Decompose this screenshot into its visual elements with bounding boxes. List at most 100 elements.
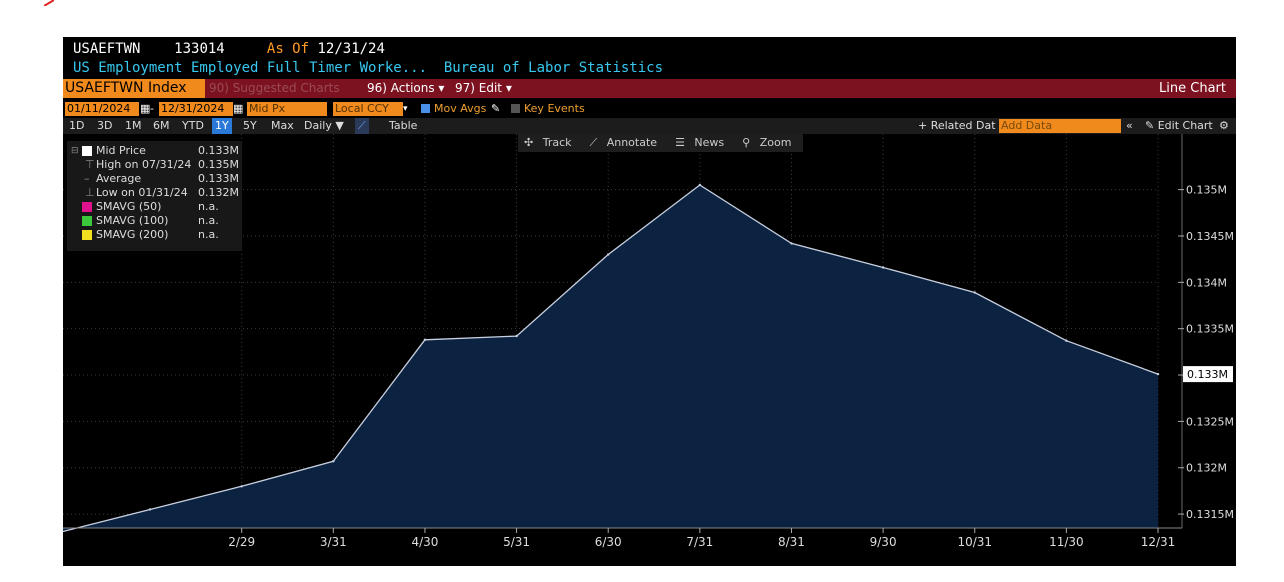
annotate-label: Annotate: [606, 136, 658, 149]
last-value-tag: [1183, 366, 1233, 383]
line-chart[interactable]: 0.1315M 0.132M 0.1325M 0.133M 0.1335M 0.134M 0…: [63, 134, 1236, 566]
date-range-row: 01/11/2024 ▦ - 12/31/2024 ▦ Mid Px Local…: [63, 101, 1236, 117]
calendar-icon[interactable]: ▦: [140, 102, 151, 115]
x-tick-label: 5/31: [503, 535, 530, 549]
start-date-field[interactable]: 01/11/2024: [65, 102, 139, 116]
legend-swatch: [82, 216, 92, 226]
legend-row[interactable]: – Average 0.133M: [67, 172, 242, 186]
legend-name: Mid Price: [96, 144, 146, 157]
news-button[interactable]: ☰ News: [669, 134, 736, 152]
security-description: US Employment Employed Full Timer Worke.…: [73, 60, 428, 76]
collapse-icon[interactable]: «: [1126, 119, 1133, 132]
tf-3d[interactable]: 3D: [97, 119, 113, 132]
table-button[interactable]: Table: [389, 119, 418, 132]
data-point: [148, 508, 152, 511]
news-label: News: [694, 136, 725, 149]
edit-chart-label: Edit Chart: [1157, 119, 1213, 132]
currency-select[interactable]: Local CCY: [333, 102, 403, 116]
calendar-icon[interactable]: ▦: [233, 102, 244, 115]
chart-toolbar: ✣ Track ⟋ Annotate ☰ News ⚲ Zoom: [518, 134, 804, 152]
gear-icon[interactable]: ⚙: [1219, 119, 1229, 132]
actions-label: 96) Actions: [367, 81, 435, 95]
y-tick-label: 0.1325M: [1186, 415, 1234, 428]
legend-row[interactable]: SMAVG (200) n.a.: [67, 228, 242, 242]
timeframe-bar: 1D 3D 1M 6M YTD 1Y 5Y Max Daily ▼ ⟋ Tabl…: [63, 118, 1236, 134]
zoom-button[interactable]: ⚲ Zoom: [736, 134, 803, 152]
edit-button[interactable]: 97) Edit ▾: [455, 81, 512, 95]
x-tick-label: 12/31: [1141, 535, 1176, 549]
last-value: 133014: [174, 41, 225, 57]
y-tick-label: 0.1335M: [1186, 323, 1234, 336]
tf-max[interactable]: Max: [271, 119, 294, 132]
data-point: [607, 253, 610, 256]
collapse-icon[interactable]: ⊟: [71, 146, 79, 156]
y-tick-label: 0.1315M: [1186, 508, 1234, 521]
edit-chart-button[interactable]: ✎ Edit Chart: [1145, 119, 1213, 132]
low-marker-icon: ⊥: [85, 186, 95, 199]
legend-name: SMAVG (50): [96, 200, 162, 213]
corner-mark-decoration: [44, 0, 54, 6]
periodicity-select[interactable]: Daily ▼: [304, 119, 344, 132]
related-data-button[interactable]: + Related Dat: [918, 119, 996, 132]
tf-ytd[interactable]: YTD: [182, 119, 204, 132]
legend-row[interactable]: ⊟ Mid Price 0.133M: [67, 144, 242, 158]
tf-6m[interactable]: 6M: [153, 119, 170, 132]
x-tick-label: 3/31: [320, 535, 347, 549]
chart-legend: ⊟ Mid Price 0.133M ⊤ High on 07/31/24 0.135M…: [67, 141, 242, 251]
chevron-down-icon[interactable]: ▾: [403, 104, 408, 114]
legend-name: SMAVG (200): [96, 228, 169, 241]
data-source: Bureau of Labor Statistics: [443, 60, 664, 76]
ticker-symbol: USAEFTWN: [73, 41, 141, 57]
legend-value: n.a.: [198, 200, 219, 213]
legend-row[interactable]: ⊥ Low on 01/31/24 0.132M: [67, 186, 242, 200]
legend-row[interactable]: SMAVG (50) n.a.: [67, 200, 242, 214]
legend-name: Average: [96, 172, 142, 185]
track-label: Track: [542, 136, 572, 149]
price-field-select[interactable]: Mid Px: [247, 102, 327, 116]
x-tick-label: 2/29: [228, 535, 255, 549]
annotate-button[interactable]: ⟋ Annotate: [584, 134, 670, 152]
data-point: [1065, 339, 1068, 342]
line-chart-icon[interactable]: ⟋: [355, 118, 369, 134]
actions-button[interactable]: 96) Actions ▾: [367, 81, 445, 95]
tf-5y[interactable]: 5Y: [243, 119, 257, 132]
data-point: [1156, 372, 1160, 376]
y-tick-label: 0.1345M: [1186, 230, 1234, 243]
tf-1d[interactable]: 1D: [69, 119, 85, 132]
legend-value: 0.133M: [198, 144, 239, 157]
suggested-charts-button[interactable]: 90) Suggested Charts: [209, 81, 340, 95]
add-data-input[interactable]: Add Data: [999, 119, 1121, 133]
terminal-window: USAEFTWN 133014 As Of 12/31/24 US Employ…: [63, 37, 1236, 566]
legend-value: n.a.: [198, 228, 219, 241]
legend-value: 0.132M: [198, 186, 239, 199]
track-button[interactable]: ✣ Track: [518, 134, 584, 152]
legend-swatch: [82, 202, 92, 212]
end-date-field[interactable]: 12/31/2024: [159, 102, 233, 116]
date-separator: -: [150, 102, 154, 115]
tf-1y[interactable]: 1Y: [212, 118, 232, 134]
mov-avgs-label: Mov Avgs: [434, 102, 487, 115]
data-point: [698, 183, 702, 187]
high-marker-icon: ⊤: [85, 158, 95, 171]
legend-value: 0.135M: [198, 158, 239, 171]
tf-1m[interactable]: 1M: [125, 119, 142, 132]
legend-swatch: [82, 230, 92, 240]
key-events-checkbox[interactable]: [511, 104, 520, 113]
command-bar: USAEFTWN Index 90) Suggested Charts 96) …: [63, 79, 1236, 98]
periodicity-label: Daily: [304, 119, 332, 132]
data-point: [423, 338, 427, 342]
header-line: USAEFTWN 133014 As Of 12/31/24: [73, 41, 385, 59]
legend-row[interactable]: SMAVG (100) n.a.: [67, 214, 242, 228]
legend-name: Low on 01/31/24: [96, 186, 188, 199]
legend-name: SMAVG (100): [96, 214, 169, 227]
security-input[interactable]: USAEFTWN Index: [63, 79, 205, 98]
legend-row[interactable]: ⊤ High on 07/31/24 0.135M: [67, 158, 242, 172]
mov-avgs-checkbox[interactable]: [421, 104, 430, 113]
chart-type-label: Line Chart: [1159, 81, 1226, 96]
key-events-label: Key Events: [524, 102, 585, 115]
pencil-icon[interactable]: ✎: [491, 102, 501, 115]
y-tick-label: 0.132M: [1186, 462, 1227, 475]
x-tick-label: 4/30: [411, 535, 438, 549]
legend-value: 0.133M: [198, 172, 239, 185]
y-tick-label: 0.134M: [1186, 276, 1227, 289]
